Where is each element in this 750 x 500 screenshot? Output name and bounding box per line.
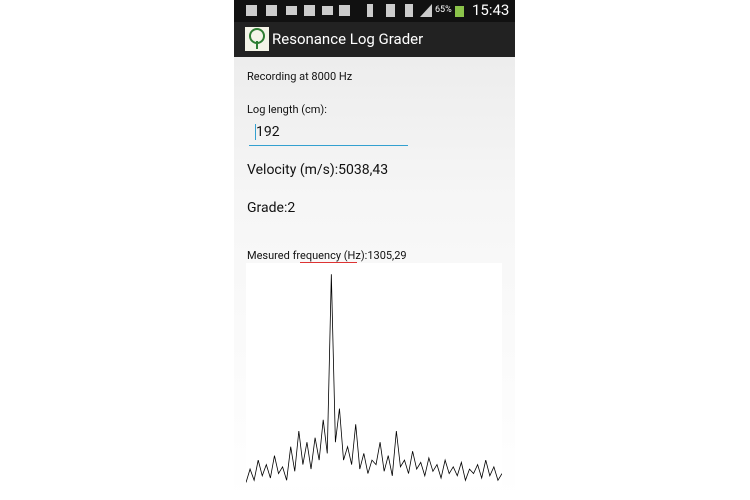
action-bar: Resonance Log Grader [234, 22, 515, 57]
icon [266, 5, 277, 16]
battery-icon [455, 6, 464, 17]
status-icons [246, 4, 464, 17]
log-length-label: Log length (cm): [247, 103, 327, 116]
grade-text: Grade:2 [247, 200, 296, 216]
icon [367, 4, 373, 17]
status-bar: 65% 15:43 [234, 0, 515, 22]
spell-underline [300, 262, 357, 263]
clock: 15:43 [472, 1, 510, 19]
phone-screen: 65% 15:43 Resonance Log Grader Recording… [234, 0, 515, 500]
spectrum-line [246, 274, 502, 483]
icon [405, 4, 413, 17]
icon [339, 5, 350, 16]
battery-text: 65% [435, 5, 452, 15]
app-title: Resonance Log Grader [272, 30, 424, 48]
frequency-text: Mesured frequency (Hz):1305,29 [247, 249, 407, 262]
signal-icon [420, 4, 432, 17]
recording-text: Recording at 8000 Hz [247, 70, 353, 83]
icon [246, 5, 257, 16]
app-icon [245, 27, 269, 51]
spectrum-plot [246, 263, 502, 487]
input-value[interactable]: 192 [256, 124, 280, 140]
icon [286, 6, 297, 15]
log-length-input[interactable]: 192 [249, 120, 408, 146]
icon [304, 5, 315, 16]
icon [322, 6, 333, 15]
icon [386, 4, 395, 17]
velocity-text: Velocity (m/s):5038,43 [247, 162, 389, 178]
